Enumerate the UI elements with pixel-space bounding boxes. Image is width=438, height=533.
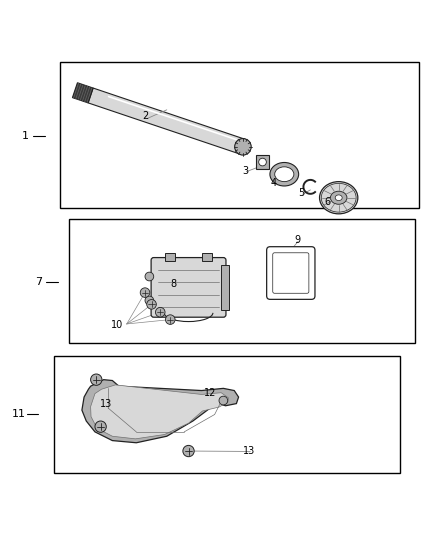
Bar [69, 219, 415, 343]
Bar [60, 62, 419, 208]
Circle shape [219, 396, 228, 405]
Text: 11: 11 [12, 409, 26, 419]
Circle shape [145, 296, 154, 305]
Text: 10: 10 [111, 320, 123, 330]
Circle shape [155, 308, 165, 317]
Circle shape [259, 158, 266, 166]
Bar [53, 356, 399, 473]
Polygon shape [72, 83, 93, 103]
Text: 13: 13 [244, 447, 256, 456]
Text: 6: 6 [325, 197, 331, 207]
Text: 1: 1 [22, 131, 29, 141]
Polygon shape [255, 155, 269, 169]
Ellipse shape [335, 195, 342, 200]
FancyBboxPatch shape [273, 253, 309, 293]
Text: 4: 4 [270, 178, 276, 188]
Polygon shape [91, 385, 229, 439]
Bar [221, 264, 229, 310]
Ellipse shape [235, 139, 251, 155]
Text: 5: 5 [299, 188, 305, 198]
Circle shape [95, 421, 106, 432]
Text: 13: 13 [100, 399, 112, 409]
Circle shape [140, 288, 150, 297]
Text: 12: 12 [204, 387, 216, 398]
Bar [201, 253, 212, 261]
Text: 2: 2 [142, 111, 148, 122]
Circle shape [145, 272, 154, 281]
FancyBboxPatch shape [151, 257, 226, 317]
Polygon shape [82, 379, 239, 443]
Polygon shape [88, 88, 245, 154]
Text: 9: 9 [294, 236, 300, 245]
Text: 3: 3 [242, 166, 248, 176]
Ellipse shape [275, 167, 294, 182]
FancyBboxPatch shape [267, 247, 315, 300]
Bar [165, 253, 176, 261]
Ellipse shape [320, 182, 358, 214]
Circle shape [166, 315, 175, 325]
Text: 7: 7 [35, 277, 42, 287]
Circle shape [147, 300, 156, 309]
Ellipse shape [330, 191, 347, 204]
Ellipse shape [270, 163, 299, 186]
Circle shape [91, 374, 102, 385]
Circle shape [183, 446, 194, 457]
Text: 8: 8 [170, 279, 177, 289]
